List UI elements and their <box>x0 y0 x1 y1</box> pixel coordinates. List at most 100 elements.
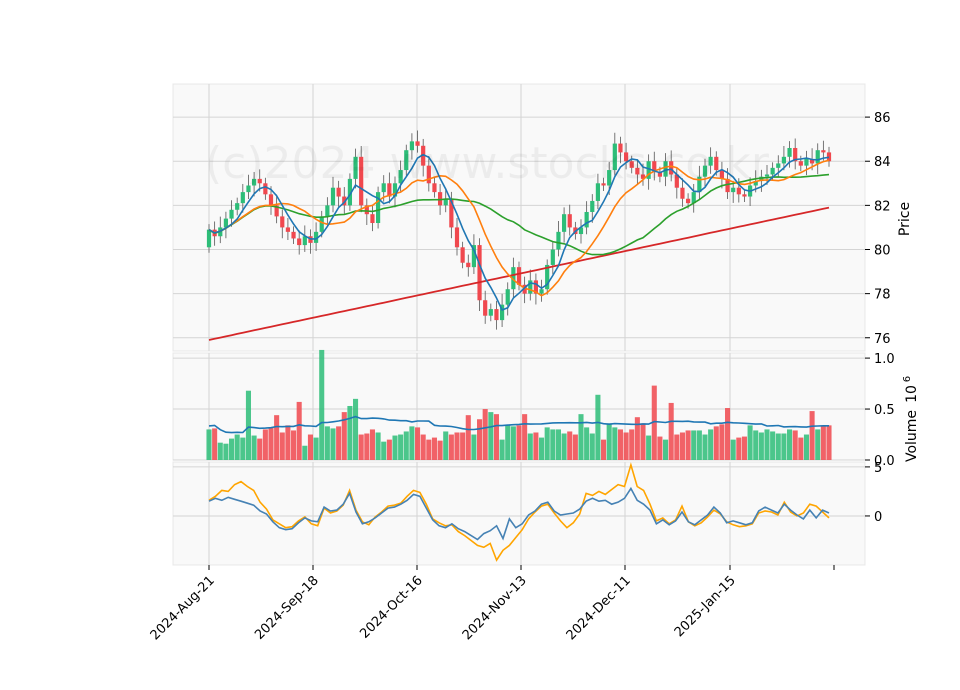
volume-bar <box>792 430 798 460</box>
volume-bar <box>578 414 584 460</box>
candle-body <box>719 170 725 179</box>
candle-body <box>426 165 431 184</box>
volume-bar <box>510 426 516 460</box>
volume-bar <box>533 432 539 460</box>
price-tick-label: 84 <box>874 155 891 170</box>
volume-bar <box>223 443 229 460</box>
candle-body <box>652 161 657 173</box>
candle-body <box>702 165 708 177</box>
candle-body <box>522 284 527 294</box>
candle-body <box>206 229 212 248</box>
volume-bar <box>809 411 815 460</box>
ma-short-line <box>208 153 830 312</box>
candle-body <box>229 209 234 219</box>
ma-mid-line <box>208 159 830 297</box>
volume-bar <box>206 429 212 460</box>
ma-200-line <box>208 206 830 341</box>
volume-bar <box>291 430 297 460</box>
volume-bar <box>229 438 235 460</box>
candle-body <box>646 161 651 179</box>
volume-bar <box>815 429 821 460</box>
candle-body <box>443 198 448 206</box>
candle-body <box>528 280 533 294</box>
candle-body <box>387 183 392 197</box>
candle-body <box>533 280 539 294</box>
candle-body <box>313 231 319 243</box>
volume-bar <box>437 440 443 460</box>
price-axis-label: Price <box>897 202 913 236</box>
candle-body <box>759 176 764 182</box>
volume-bar <box>572 434 578 460</box>
candle-body <box>612 143 617 171</box>
price-tick-label: 86 <box>874 111 891 126</box>
volume-tick-label: 1.0 <box>874 352 895 367</box>
candle-body <box>731 187 736 193</box>
volume-bar <box>499 439 505 460</box>
volume-bar <box>708 429 714 460</box>
candle-body <box>364 205 369 215</box>
oscillator-panel <box>172 461 866 566</box>
volume-bar <box>522 414 528 460</box>
volume-bar <box>544 427 550 460</box>
candle-body <box>685 198 691 204</box>
volume-bar <box>353 398 359 460</box>
candle-body <box>375 192 381 224</box>
volume-bar <box>262 429 268 460</box>
candle-body <box>584 211 589 228</box>
volume-bar <box>285 425 291 460</box>
volume-bar <box>764 429 770 460</box>
candle-body <box>635 167 640 175</box>
candle-body <box>437 192 443 206</box>
volume-exponent-base: 10 <box>904 385 920 403</box>
volume-bar <box>324 426 330 460</box>
volume-bar <box>640 423 646 460</box>
volume-bar <box>555 429 561 460</box>
candle-body <box>325 205 330 217</box>
volume-bar <box>313 437 319 460</box>
candle-body <box>595 183 601 201</box>
candle-body <box>561 214 567 232</box>
volume-bar <box>493 414 499 460</box>
volume-bar <box>505 425 511 460</box>
volume-bar <box>448 434 454 460</box>
candle-body <box>251 178 257 186</box>
x-tick-label: 2024-Oct-16 <box>357 573 425 641</box>
candle-body <box>235 203 240 210</box>
candle-body <box>240 192 245 204</box>
volume-bar <box>623 432 629 460</box>
candle-body <box>342 196 347 206</box>
candle-body <box>460 247 465 263</box>
volume-bar <box>753 430 759 460</box>
candle-body <box>494 309 499 321</box>
x-tick-label: 2024-Aug-21 <box>148 573 218 643</box>
volume-bar <box>691 430 697 460</box>
candle-body <box>291 231 296 239</box>
candle-body <box>804 159 809 166</box>
volume-exponent-power: 6 <box>902 376 913 382</box>
volume-bar <box>550 429 556 460</box>
oscillator-line-a <box>208 486 830 541</box>
volume-bar <box>386 439 392 460</box>
volume-bar <box>629 429 635 460</box>
volume-bar <box>296 401 302 460</box>
candle-body <box>798 161 803 166</box>
candle-body <box>505 289 510 305</box>
candle-body <box>674 174 679 188</box>
candle-body <box>680 187 685 199</box>
candle-body <box>274 205 279 217</box>
candle-body <box>793 147 798 162</box>
volume-bar <box>415 427 421 460</box>
candle-body <box>454 227 460 248</box>
x-tick-label: 2025-Jan-15 <box>672 573 739 640</box>
volume-bar <box>251 435 257 460</box>
candle-body <box>826 152 832 162</box>
volume-bar <box>454 432 460 460</box>
volume-bar <box>567 431 573 460</box>
candle-body <box>449 198 454 228</box>
candle-body <box>511 267 516 290</box>
volume-bar <box>403 431 409 460</box>
price-series <box>206 130 832 341</box>
candle-body <box>483 300 488 316</box>
candle-body <box>246 185 251 193</box>
